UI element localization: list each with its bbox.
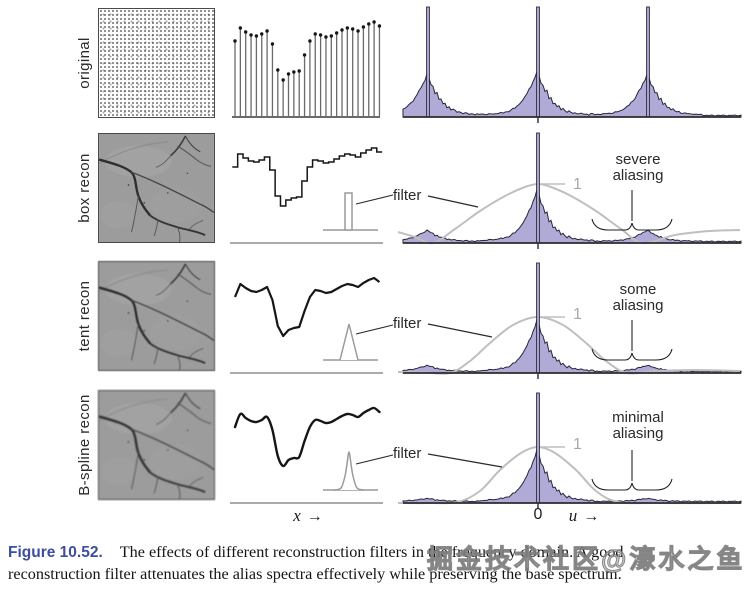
caption-text-1: The effects of different reconstruction … xyxy=(119,543,624,561)
unit-gain-label-tent: 1 xyxy=(573,306,582,323)
row-label-box-recon: box recon xyxy=(76,153,93,223)
severe-aliasing-line1: severe xyxy=(615,151,661,168)
watermark: 掘金技术社区@濠水之鱼 xyxy=(427,544,746,575)
bspline-recon-image xyxy=(98,390,215,500)
filter-label-tent: filter xyxy=(393,315,422,332)
filter-label-bspline: filter xyxy=(393,445,422,462)
filter-label-box: filter xyxy=(393,187,422,204)
row-label-bspline-recon: B-spline recon xyxy=(76,394,93,496)
box-recon-signal-plot xyxy=(230,147,394,244)
minimal-aliasing-line1: minimal xyxy=(612,409,664,426)
u-axis-arrow-icon: → xyxy=(583,508,600,525)
severe-aliasing-label: severe aliasing xyxy=(583,152,693,184)
unit-gain-label-box: 1 xyxy=(573,176,582,193)
x-axis-arrow-icon: → xyxy=(306,508,323,525)
figure-number: Figure 10.52. xyxy=(8,544,103,561)
bspline-recon-signal-plot xyxy=(230,406,394,504)
u-axis-letter: u xyxy=(568,506,578,525)
row-label-tent-recon: tent recon xyxy=(76,280,93,352)
severe-aliasing-line2: aliasing xyxy=(612,167,664,184)
caption-line1: Figure 10.52. The effects of different re… xyxy=(8,542,744,564)
original-stem-plot xyxy=(232,20,382,118)
caption-line2: reconstruction filter attenuates the ali… xyxy=(8,564,622,583)
some-aliasing-line1: some xyxy=(619,281,657,298)
bspline-spectrum-plot xyxy=(397,392,742,509)
original-spectrum-plot xyxy=(402,6,742,123)
sampled-dots-image xyxy=(98,8,215,118)
some-aliasing-line2: aliasing xyxy=(612,297,664,314)
minimal-aliasing-label: minimal aliasing xyxy=(583,410,693,442)
box-recon-image xyxy=(98,133,215,243)
row-label-original: original xyxy=(76,37,93,89)
tent-spectrum-plot xyxy=(397,262,742,379)
tent-recon-signal-plot xyxy=(230,276,394,374)
u-axis-label: u → xyxy=(556,506,612,526)
some-aliasing-label: some aliasing xyxy=(583,282,693,314)
tent-recon-image xyxy=(98,261,215,371)
figure-caption: Figure 10.52. The effects of different re… xyxy=(8,542,744,584)
unit-gain-label-bspline: 1 xyxy=(573,436,582,453)
zero-tick-label: 0 xyxy=(533,506,543,523)
box-spectrum-plot xyxy=(397,132,742,249)
minimal-aliasing-line2: aliasing xyxy=(612,425,664,442)
x-axis-letter: x xyxy=(293,506,301,525)
x-axis-label: x → xyxy=(280,506,336,526)
